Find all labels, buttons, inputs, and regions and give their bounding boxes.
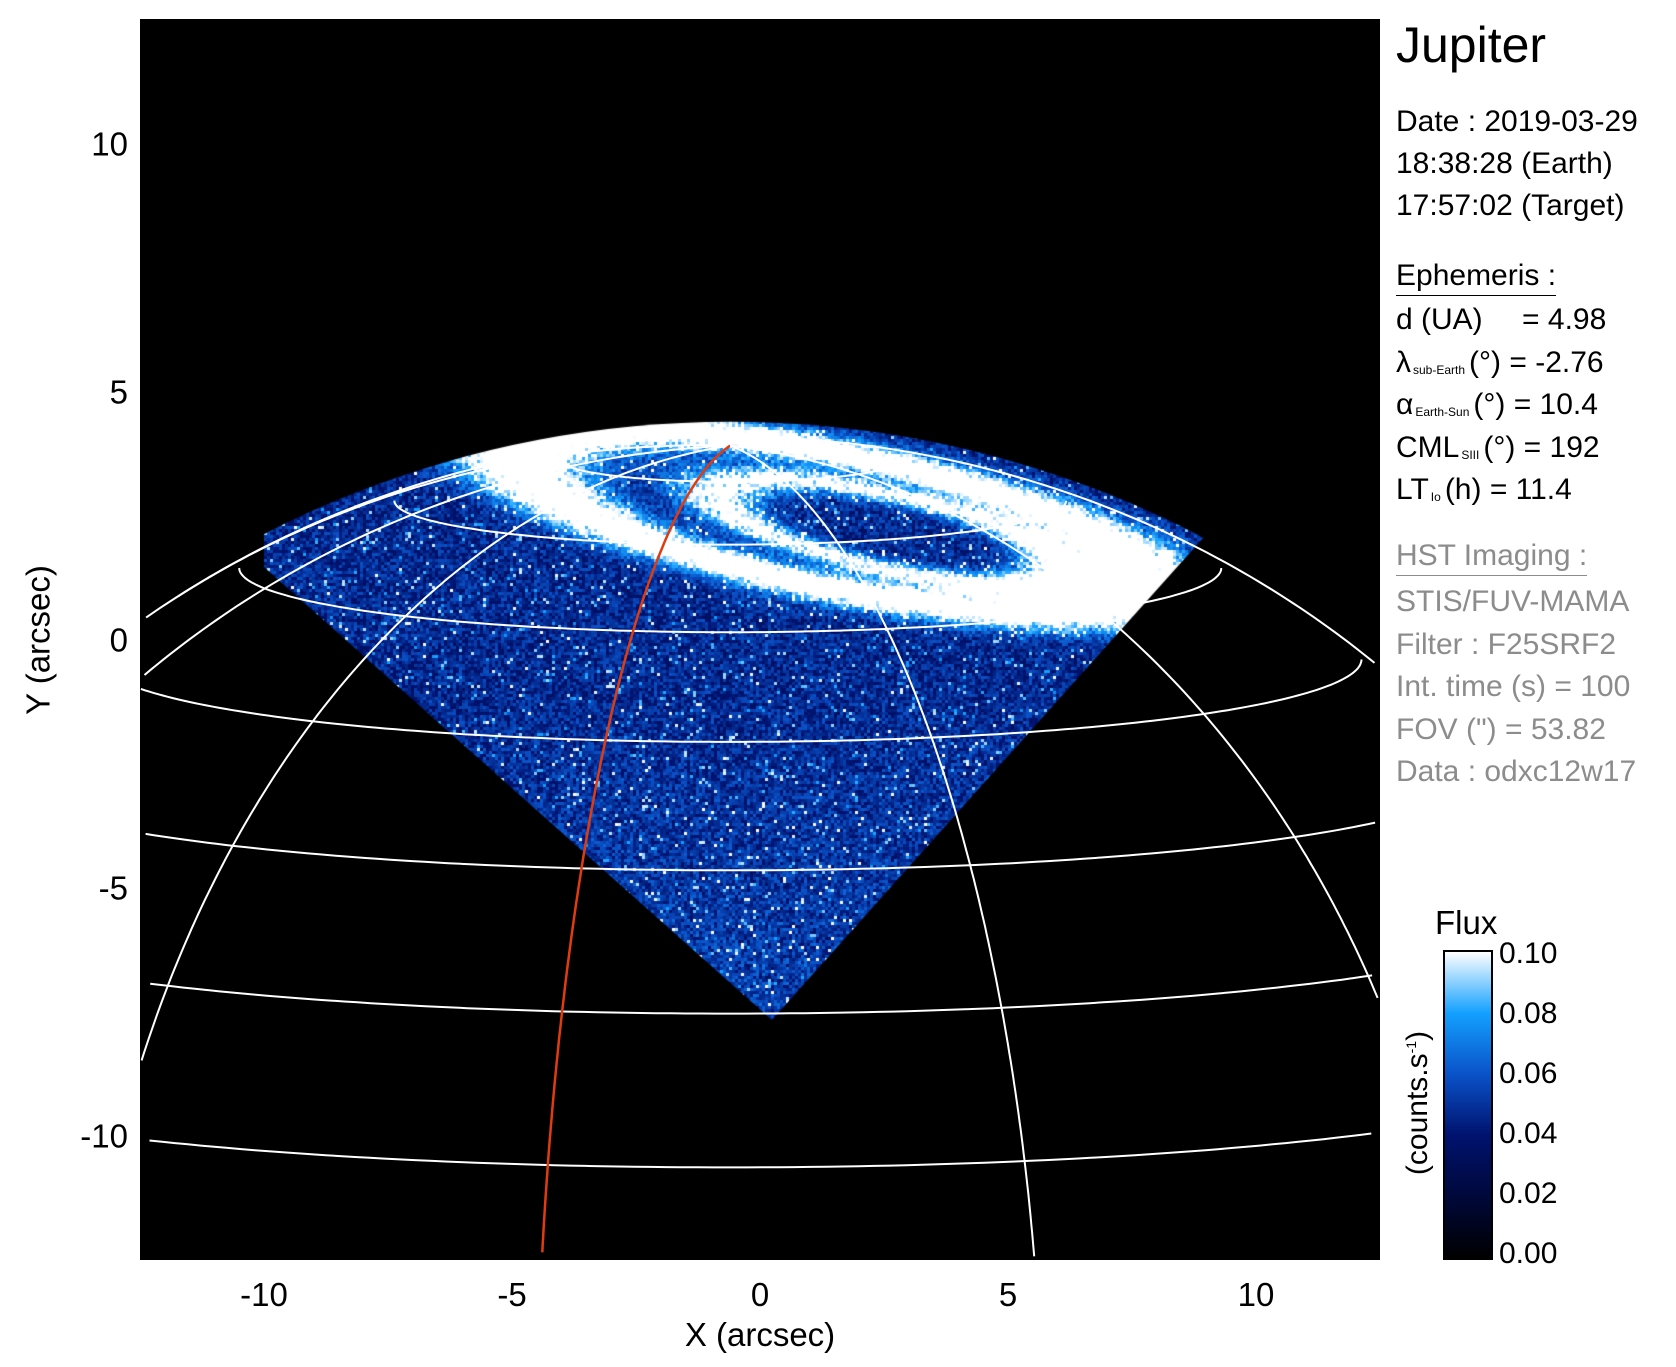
colorbar-label-text: (counts.s [1401, 1053, 1434, 1175]
colorbar-tick-label: 0.02 [1499, 1179, 1557, 1209]
latitude-line [150, 975, 1372, 1013]
ephemeris-value: (h) = 11.4 [1445, 473, 1572, 506]
colorbar-tick-label: 0.10 [1499, 939, 1557, 969]
colorbar-tick-label: 0.08 [1499, 999, 1557, 1029]
date-text: Date : 2019-03-29 [1396, 107, 1638, 137]
ephemeris-symbol: CML [1396, 431, 1459, 464]
meridian-line [142, 446, 731, 1061]
y-tick-label: -5 [99, 872, 128, 905]
x-tick-label: 5 [999, 1278, 1017, 1311]
time-target-text: 17:57:02 (Target) [1396, 191, 1624, 221]
ephemeris-symbol: d (UA) [1396, 303, 1483, 336]
latitude-line [394, 501, 1066, 545]
ephemeris-value: (°) = -2.76 [1469, 346, 1604, 379]
ephemeris-title: Ephemeris : [1396, 261, 1556, 296]
ephemeris-value: (°) = 10.4 [1473, 388, 1598, 421]
planet-grid [140, 19, 1380, 1260]
ephemeris-subscript: sub-Earth [1413, 363, 1465, 377]
ephemeris-subscript: Io [1431, 490, 1441, 504]
x-tick-label: 10 [1238, 1278, 1275, 1311]
y-axis-label: Y (arcsec) [22, 565, 55, 715]
ephemeris-row: LT Io (h) = 11.4 [1396, 475, 1572, 505]
time-earth-text: 18:38:28 (Earth) [1396, 149, 1613, 179]
x-axis-label: X (arcsec) [685, 1318, 835, 1351]
y-tick-label: -10 [80, 1120, 128, 1153]
ephemeris-subscript: Earth-Sun [1415, 405, 1469, 419]
x-tick-label: 0 [751, 1278, 769, 1311]
target-title: Jupiter [1396, 20, 1546, 70]
y-tick-label: 10 [91, 128, 128, 161]
latitude-line [146, 823, 1376, 871]
latitude-line [141, 659, 1362, 742]
ephemeris-row: CML SIII (°) = 192 [1396, 433, 1600, 463]
x-tick-label: -5 [497, 1278, 526, 1311]
ephemeris-value: = 4.98 [1489, 303, 1607, 336]
imaging-title: HST Imaging : [1396, 541, 1587, 576]
ephemeris-symbol: α [1396, 388, 1413, 421]
colorbar-label-end: ) [1401, 1031, 1434, 1041]
ephemeris-symbol: λ [1396, 346, 1411, 379]
x-tick-label: -10 [240, 1278, 288, 1311]
latitude-line [239, 568, 1221, 632]
ephemeris-value: (°) = 192 [1483, 431, 1599, 464]
colorbar [1443, 950, 1493, 1260]
colorbar-title: Flux [1435, 906, 1497, 939]
ephemeris-row: d (UA) = 4.98 [1396, 305, 1606, 335]
ephemeris-symbol: LT [1396, 473, 1429, 506]
colorbar-label: (counts.s-1) [1403, 1031, 1433, 1175]
highlighted-meridian [542, 446, 730, 1253]
imaging-row: Filter : F25SRF2 [1396, 630, 1616, 660]
imaging-row: FOV (") = 53.82 [1396, 715, 1606, 745]
ephemeris-row: α Earth-Sun (°) = 10.4 [1396, 390, 1598, 420]
imaging-row: Int. time (s) = 100 [1396, 672, 1630, 702]
ephemeris-subscript: SIII [1461, 448, 1479, 462]
y-tick-label: 0 [110, 624, 128, 657]
colorbar-tick-label: 0.06 [1499, 1059, 1557, 1089]
planet-limb [146, 437, 1374, 663]
colorbar-tick-label: 0.00 [1499, 1239, 1557, 1269]
colorbar-tick-label: 0.04 [1499, 1119, 1557, 1149]
meridian-line [145, 446, 731, 675]
latitude-line [150, 1134, 1372, 1168]
plot-area [140, 19, 1380, 1260]
meridian-line [730, 446, 1034, 1257]
imaging-row: STIS/FUV-MAMA [1396, 587, 1629, 617]
colorbar-label-sup: -1 [1403, 1041, 1419, 1053]
imaging-row: Data : odxc12w17 [1396, 757, 1636, 787]
ephemeris-row: λ sub-Earth (°) = -2.76 [1396, 348, 1604, 378]
y-tick-label: 5 [110, 376, 128, 409]
